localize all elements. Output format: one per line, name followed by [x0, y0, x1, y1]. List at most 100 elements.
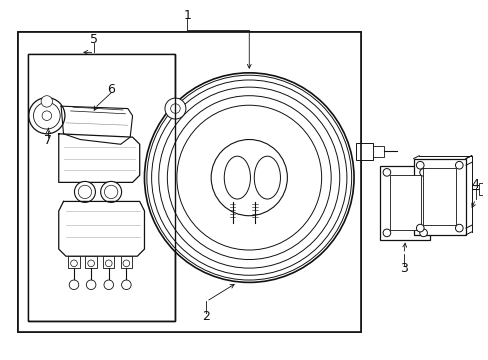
Point [62, 162, 70, 168]
Point [87, 303, 95, 309]
Point [292, 82, 300, 88]
Point [207, 116, 215, 122]
Point [244, 138, 251, 143]
Point [258, 178, 265, 184]
Point [246, 270, 254, 275]
Point [321, 80, 329, 85]
Point [40, 74, 47, 80]
Point [317, 238, 325, 244]
Point [349, 67, 357, 73]
Point [52, 215, 60, 221]
Point [329, 118, 337, 124]
Point [76, 211, 83, 217]
Point [249, 312, 257, 318]
Point [55, 127, 63, 132]
Point [264, 89, 272, 95]
Point [328, 288, 336, 293]
Circle shape [122, 280, 131, 289]
Point [124, 201, 132, 206]
Point [113, 174, 121, 180]
Point [113, 84, 121, 90]
Point [223, 266, 231, 272]
Point [231, 325, 239, 331]
Point [331, 181, 339, 187]
Point [263, 95, 270, 101]
Point [286, 260, 294, 266]
Point [337, 246, 345, 252]
Point [274, 313, 282, 319]
Point [160, 219, 168, 224]
Point [93, 85, 101, 90]
Point [344, 148, 352, 153]
Point [60, 250, 67, 256]
Point [200, 199, 207, 205]
Bar [413, 158, 465, 235]
Point [47, 75, 55, 80]
Point [63, 78, 71, 84]
Point [43, 110, 51, 116]
Point [349, 32, 357, 38]
Point [333, 246, 341, 252]
Point [134, 282, 142, 288]
Point [170, 174, 178, 180]
Polygon shape [61, 106, 132, 144]
Point [80, 103, 87, 109]
Point [31, 67, 39, 73]
Point [200, 50, 208, 56]
Point [134, 142, 142, 148]
Point [151, 121, 159, 127]
Point [249, 144, 257, 150]
Point [310, 141, 318, 147]
Point [143, 181, 151, 187]
Point [101, 68, 108, 74]
Point [165, 275, 173, 281]
Point [333, 191, 341, 197]
Point [121, 262, 128, 268]
Point [152, 221, 160, 227]
Point [203, 327, 211, 333]
Point [46, 207, 54, 212]
Point [313, 237, 321, 243]
Point [41, 295, 49, 301]
Point [109, 138, 117, 143]
Point [81, 204, 89, 210]
Point [25, 162, 33, 168]
Point [262, 201, 269, 207]
Point [122, 68, 130, 73]
Point [251, 255, 259, 261]
Point [105, 127, 113, 133]
Point [107, 249, 115, 255]
Point [23, 303, 31, 309]
Text: 5: 5 [90, 33, 98, 46]
Point [263, 75, 270, 81]
Point [117, 256, 125, 261]
Point [115, 281, 122, 287]
Point [238, 217, 245, 223]
Point [233, 250, 241, 256]
Point [202, 317, 210, 323]
Point [210, 43, 218, 49]
Point [87, 121, 95, 127]
Point [112, 181, 120, 186]
Point [39, 103, 46, 108]
Point [80, 181, 88, 186]
Point [90, 153, 98, 158]
Point [321, 284, 328, 289]
Point [183, 305, 190, 310]
Point [265, 181, 273, 187]
Point [88, 158, 96, 164]
Point [110, 316, 118, 321]
Point [51, 125, 59, 130]
Point [152, 316, 160, 321]
Point [131, 105, 139, 111]
Point [27, 163, 35, 169]
Point [64, 159, 72, 165]
Point [126, 299, 134, 305]
Point [115, 127, 123, 133]
Point [293, 59, 301, 65]
Point [42, 278, 50, 284]
Point [76, 278, 83, 284]
Circle shape [416, 224, 423, 232]
Point [73, 39, 81, 44]
Point [231, 325, 239, 330]
